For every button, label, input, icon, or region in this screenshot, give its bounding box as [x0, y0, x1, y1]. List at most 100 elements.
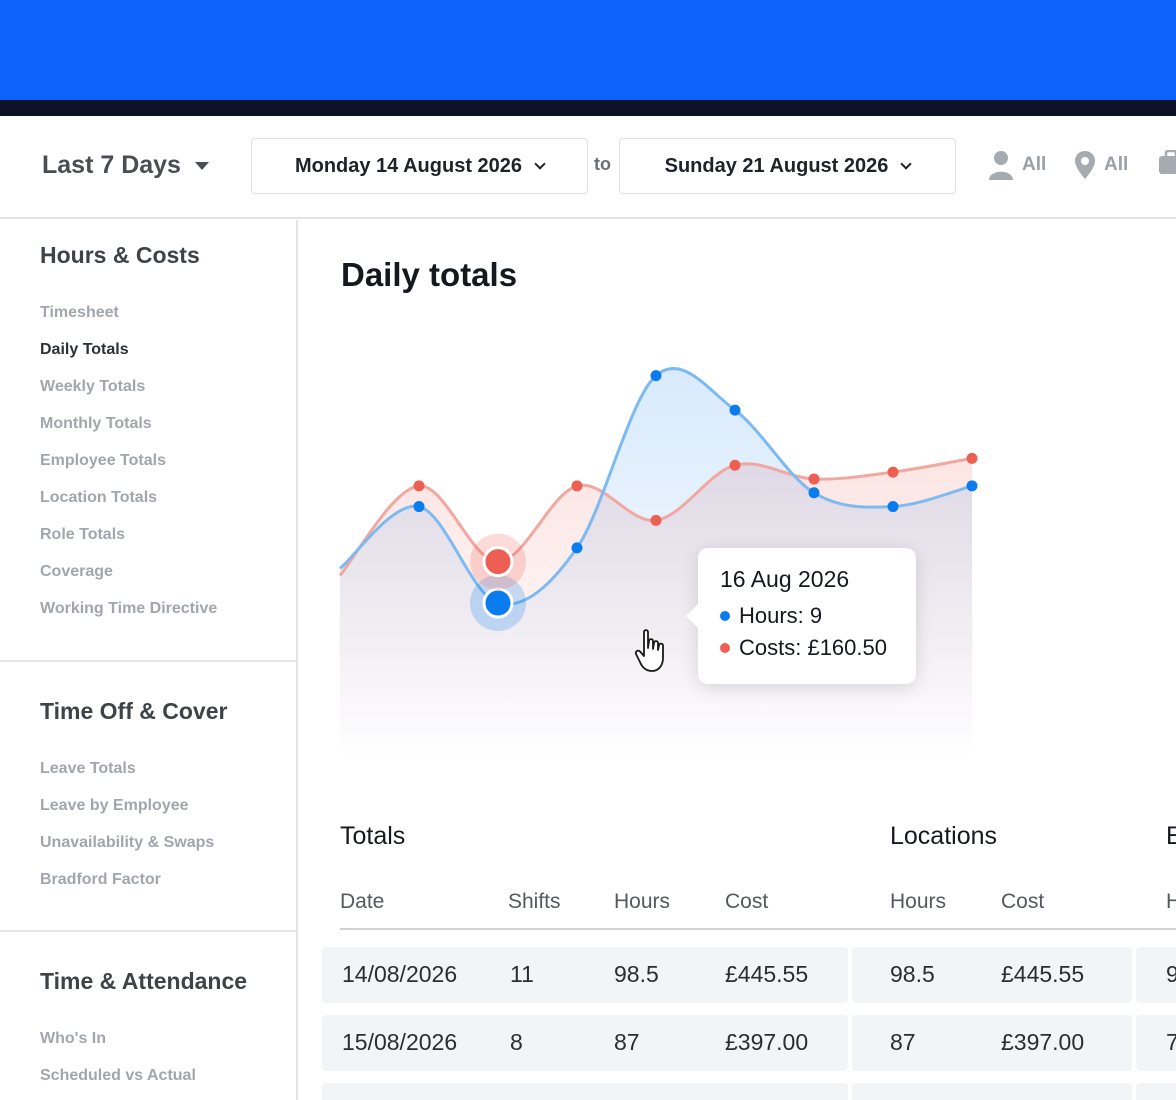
end-date-picker[interactable]: Sunday 21 August 2026 [619, 138, 956, 194]
costs-point-active[interactable] [482, 546, 514, 578]
sidebar-item-location-totals[interactable]: Location Totals [40, 489, 158, 506]
cell-hours: 98.5 [614, 961, 659, 987]
costs-point[interactable] [650, 514, 662, 526]
hours-point-active[interactable] [482, 587, 514, 619]
row-segment-locations [852, 947, 1132, 1003]
costs-point[interactable] [413, 480, 425, 492]
costs-legend-dot [720, 643, 730, 653]
sidebar-item-unavailability-swaps[interactable]: Unavailability & Swaps [40, 834, 215, 851]
hours-point[interactable] [650, 370, 662, 382]
chart-tooltip: 16 Aug 2026 Hours: 9 Costs: £160.50 [686, 548, 916, 684]
hours-point[interactable] [729, 404, 741, 416]
sidebar-divider [0, 660, 296, 662]
row-segment-totals [322, 947, 848, 1003]
costs-point[interactable] [571, 480, 583, 492]
row-segment-locations [852, 1015, 1132, 1071]
column-header-location-hours[interactable]: Hours [890, 890, 947, 913]
daily-totals-chart[interactable] [300, 220, 1176, 780]
hours-series-line [339, 367, 973, 606]
hours-point[interactable] [413, 501, 425, 513]
table-group-locations: Locations [890, 822, 998, 850]
cell-location-hours: 98.5 [890, 961, 935, 987]
tooltip-hours: Hours: 9 [739, 603, 823, 628]
row-segment-totals [322, 1015, 848, 1071]
sidebar-item-timesheet[interactable]: Timesheet [40, 304, 119, 321]
row-segment-employees [1136, 1015, 1176, 1071]
tooltip-date: 16 Aug 2026 [720, 566, 850, 592]
hours-point[interactable] [887, 501, 899, 513]
row-segment-totals [322, 1083, 848, 1100]
start-date-picker[interactable]: Monday 14 August 2026 [251, 138, 588, 194]
sidebar-item-monthly-totals[interactable]: Monthly Totals [40, 415, 152, 432]
cell-hours: 87 [614, 1029, 640, 1055]
map-pin-icon [1075, 151, 1095, 179]
costs-point[interactable] [729, 459, 741, 471]
date-range-label: Last 7 Days [42, 151, 181, 179]
hours-point[interactable] [571, 542, 583, 554]
section-title-hours-costs: Hours & Costs [40, 242, 200, 268]
chevron-down-icon [534, 157, 546, 170]
page-title: Daily totals [341, 256, 518, 293]
hours-point[interactable] [808, 487, 820, 499]
sidebar-item-working-time-directive[interactable]: Working Time Directive [40, 600, 218, 617]
tooltip-costs-row: Costs: £160.50 [720, 635, 916, 661]
costs-point[interactable] [887, 466, 899, 478]
cell-date: 15/08/2026 [342, 1029, 458, 1055]
report-main: Daily totals 16 Aug 2026 Hours: 9 Costs:… [300, 220, 1176, 1100]
employee-filter-label: All [1022, 154, 1047, 175]
sidebar-item-whos-in[interactable]: Who's In [40, 1030, 107, 1047]
end-date-value: Sunday 21 August 2026 [664, 154, 889, 177]
section-title-time-off: Time Off & Cover [40, 698, 228, 724]
sidebar-item-role-totals[interactable]: Role Totals [40, 526, 126, 543]
costs-point[interactable] [966, 452, 978, 464]
cell-date: 14/08/2026 [342, 961, 458, 987]
chevron-down-icon [900, 157, 913, 170]
location-filter[interactable]: All [1074, 150, 1128, 180]
table-group-employees: E [1166, 822, 1176, 850]
sidebar-item-scheduled-vs-actual[interactable]: Scheduled vs Actual [40, 1067, 196, 1084]
column-header-shifts[interactable]: Shifts [508, 890, 561, 913]
report-sidebar: Hours & Costs Timesheet Daily Totals Wee… [0, 220, 298, 1100]
cell-employee-hours: 9 [1166, 961, 1176, 987]
hand-cursor-icon [634, 629, 664, 672]
cell-location-cost: £445.55 [1001, 961, 1085, 987]
date-range-separator: to [594, 154, 611, 174]
cell-cost: £397.00 [725, 1029, 809, 1055]
column-header-cost[interactable]: Cost [725, 890, 769, 913]
cell-cost: £445.55 [725, 961, 809, 987]
column-header-date[interactable]: Date [340, 890, 385, 913]
top-app-bar [0, 0, 1176, 100]
tooltip-costs: Costs: £160.50 [739, 635, 887, 660]
column-header-hours[interactable]: Hours [614, 890, 671, 913]
sidebar-item-employee-totals[interactable]: Employee Totals [40, 452, 166, 469]
sidebar-item-coverage[interactable]: Coverage [40, 563, 113, 580]
date-range-select[interactable]: Last 7 Days [42, 151, 209, 180]
sidebar-item-leave-by-employee[interactable]: Leave by Employee [40, 797, 189, 814]
row-segment-locations [852, 1083, 1132, 1100]
cell-location-cost: £397.00 [1001, 1029, 1085, 1055]
table-group-totals: Totals [340, 822, 406, 850]
hours-point[interactable] [966, 480, 978, 492]
column-header-location-cost[interactable]: Cost [1001, 890, 1045, 913]
hours-legend-dot [720, 611, 730, 621]
costs-point[interactable] [808, 473, 820, 485]
cell-employee-hours: 7 [1166, 1029, 1176, 1055]
role-filter[interactable] [1158, 150, 1176, 176]
sidebar-item-bradford-factor[interactable]: Bradford Factor [40, 871, 161, 888]
tooltip-hours-row: Hours: 9 [720, 603, 916, 629]
person-icon [989, 151, 1013, 180]
row-segment-employees [1136, 947, 1176, 1003]
sidebar-item-weekly-totals[interactable]: Weekly Totals [40, 378, 146, 395]
sidebar-item-daily-totals[interactable]: Daily Totals [40, 341, 129, 358]
cell-shifts: 11 [510, 961, 534, 987]
column-header-employee-hours[interactable]: H [1166, 890, 1176, 913]
sidebar-item-leave-totals[interactable]: Leave Totals [40, 760, 136, 777]
employee-filter[interactable]: All [988, 150, 1046, 180]
costs-series-line [338, 456, 973, 577]
location-filter-label: All [1104, 154, 1129, 175]
sidebar-divider [0, 930, 296, 932]
row-segment-employees [1136, 1083, 1176, 1100]
filter-bar: Last 7 Days Monday 14 August 2026 to Sun… [0, 116, 1176, 219]
cell-location-hours: 87 [890, 1029, 916, 1055]
section-title-time-attendance: Time & Attendance [40, 968, 248, 994]
